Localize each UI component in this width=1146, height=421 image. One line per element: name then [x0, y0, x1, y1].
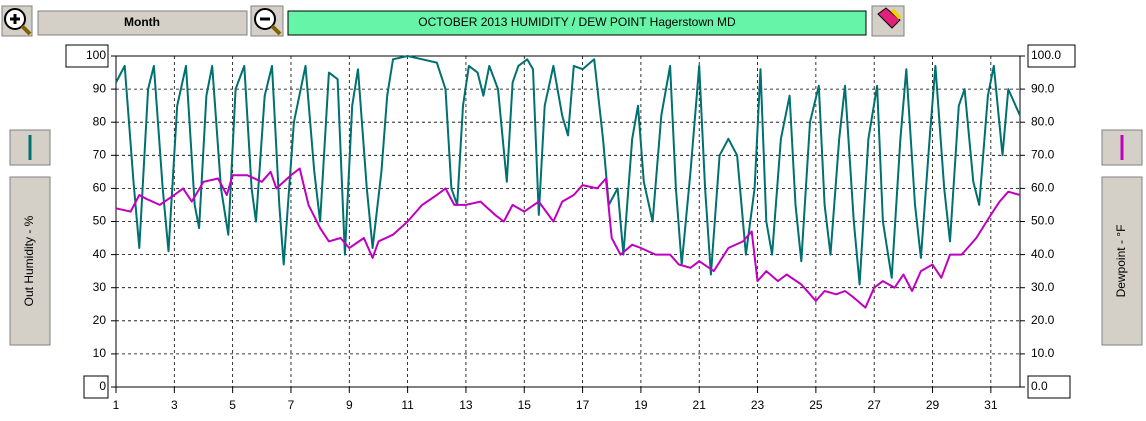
x-tick-label: 13 — [459, 398, 473, 412]
x-tick-label: 31 — [984, 398, 998, 412]
y2-tick-label: 30.0 — [1031, 280, 1055, 294]
y-axis-title-button[interactable]: Out Humidity - % — [9, 176, 51, 346]
y-tick-label: 40 — [93, 247, 107, 261]
x-tick-label: 15 — [518, 398, 532, 412]
y-tick-label: 100 — [86, 48, 106, 62]
title-box — [287, 10, 867, 36]
y2-tick-label: 40.0 — [1031, 247, 1055, 261]
dewpoint-series-button[interactable] — [1101, 129, 1143, 166]
x-tick-label: 11 — [401, 398, 414, 412]
series-line — [115, 167, 1021, 309]
y2-tick-label: 20.0 — [1031, 313, 1055, 327]
y2-tick-box — [1027, 375, 1071, 399]
y-tick-label: 60 — [93, 181, 107, 195]
y2-tick-label: 80.0 — [1031, 114, 1055, 128]
y2-tick-label: 50.0 — [1031, 214, 1055, 228]
y-tick-label: 80 — [93, 114, 107, 128]
zoom-in-button[interactable] — [1, 5, 33, 37]
button-face — [9, 176, 51, 346]
y-axis-title: Out Humidity - % — [22, 215, 36, 306]
y2-tick-label: 10.0 — [1031, 346, 1055, 360]
y2-tick-label: 0.0 — [1031, 379, 1048, 393]
y2-tick-label: 100.0 — [1031, 48, 1061, 62]
icon — [877, 7, 901, 29]
x-tick-label: 19 — [634, 398, 648, 412]
y-tick-box — [65, 44, 109, 68]
icon — [10, 14, 20, 24]
x-tick-label: 17 — [576, 398, 590, 412]
x-tick-label: 7 — [288, 398, 295, 412]
y-tick-label: 0 — [99, 379, 106, 393]
button-face — [37, 10, 248, 36]
y-tick-label: 70 — [93, 147, 107, 161]
zoom-out-button[interactable] — [250, 5, 284, 37]
icon — [270, 24, 282, 36]
humidity-series-button[interactable] — [9, 129, 51, 166]
clear-button[interactable] — [871, 5, 905, 37]
y2-axis-title: Dewpoint - °F — [1114, 225, 1128, 298]
y-tick-label: 20 — [93, 313, 107, 327]
range-button[interactable]: Month — [37, 10, 248, 36]
y-tick-label: 90 — [93, 81, 107, 95]
x-tick-label: 25 — [809, 398, 823, 412]
x-tick-label: 21 — [693, 398, 707, 412]
chart-title: OCTOBER 2013 HUMIDITY / DEW POINT Hagers… — [418, 15, 736, 29]
y2-tick-label: 70.0 — [1031, 147, 1055, 161]
x-tick-label: 27 — [868, 398, 882, 412]
x-tick-label: 29 — [926, 398, 940, 412]
y-tick-label: 30 — [93, 280, 107, 294]
series-line — [115, 55, 1021, 286]
x-tick-label: 9 — [346, 398, 353, 412]
x-tick-label: 1 — [113, 398, 120, 412]
plot: 0 10 20 30 40 50 60 70 80 90 100 0.0 10.0 20.0 30.0 40.… — [65, 44, 1076, 412]
y2-tick-label: 60.0 — [1031, 181, 1055, 195]
y2-axis-title-button[interactable]: Dewpoint - °F — [1101, 176, 1143, 346]
icon — [890, 8, 902, 20]
y-tick-box — [83, 375, 109, 399]
x-tick-label: 23 — [751, 398, 765, 412]
range-label: Month — [124, 15, 160, 29]
y2-tick-box — [1027, 44, 1076, 68]
x-tick-label: 3 — [171, 398, 178, 412]
y2-tick-label: 90.0 — [1031, 81, 1055, 95]
x-tick-label: 5 — [229, 398, 236, 412]
button-face — [1101, 176, 1143, 346]
y-tick-label: 10 — [93, 346, 107, 360]
icon — [20, 24, 32, 36]
y-tick-label: 50 — [93, 214, 107, 228]
plot-frame — [115, 55, 1021, 388]
